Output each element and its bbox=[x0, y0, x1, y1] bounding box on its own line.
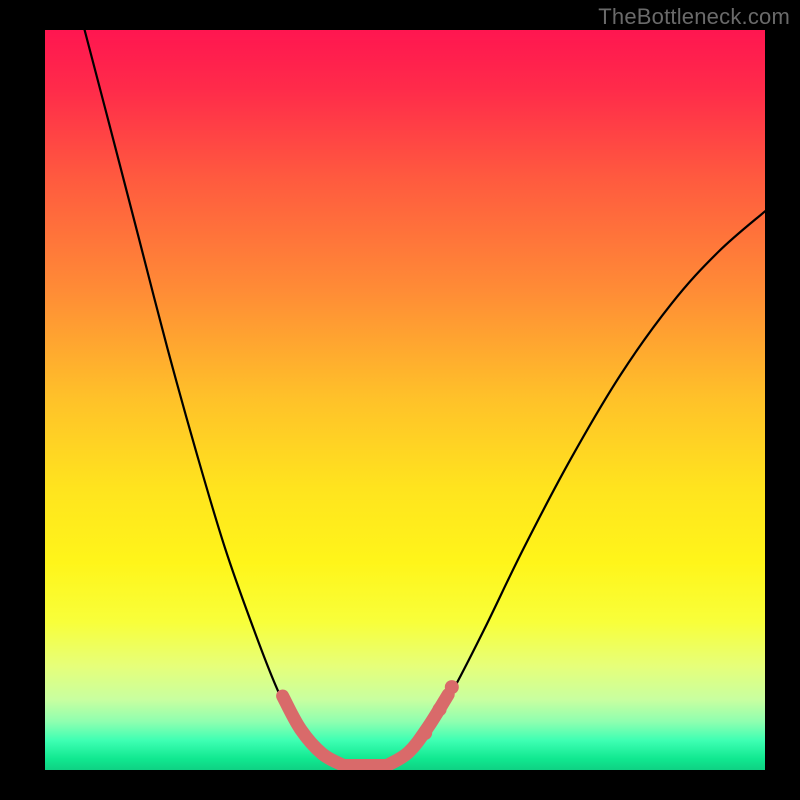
highlight-dot-2 bbox=[445, 680, 459, 694]
plot-area bbox=[45, 30, 765, 770]
watermark-text: TheBottleneck.com bbox=[598, 4, 790, 30]
chart-svg bbox=[45, 30, 765, 770]
highlight-dot-1 bbox=[433, 702, 447, 716]
gradient-background bbox=[45, 30, 765, 770]
chart-frame: TheBottleneck.com bbox=[0, 0, 800, 800]
highlight-dot-0 bbox=[418, 726, 432, 740]
